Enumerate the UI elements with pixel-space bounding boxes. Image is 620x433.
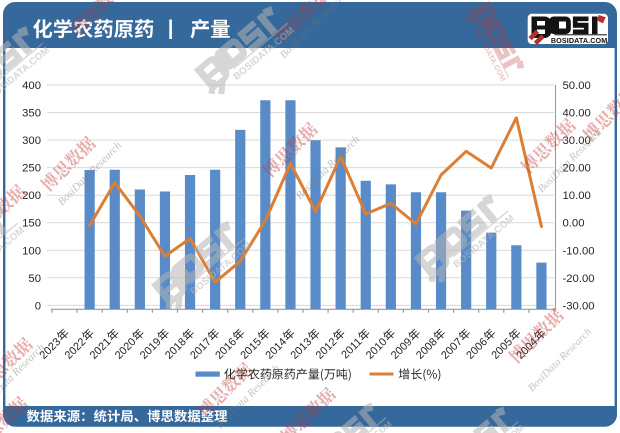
- svg-text:400: 400: [22, 80, 41, 92]
- svg-text:150: 150: [22, 218, 41, 230]
- svg-text:0.00: 0.00: [563, 218, 585, 230]
- svg-text:-10.00: -10.00: [563, 245, 595, 257]
- svg-text:250: 250: [22, 163, 41, 175]
- svg-text:30.00: 30.00: [563, 135, 591, 147]
- svg-text:-30.00: -30.00: [563, 300, 595, 312]
- svg-text:350: 350: [22, 108, 41, 120]
- svg-text:100: 100: [22, 245, 41, 257]
- svg-text:200: 200: [22, 190, 41, 202]
- svg-text:50.00: 50.00: [563, 80, 591, 92]
- svg-text:40.00: 40.00: [563, 108, 591, 120]
- svg-text:300: 300: [22, 135, 41, 147]
- svg-text:BOSIDATA.COM: BOSIDATA.COM: [551, 36, 607, 45]
- svg-text:50: 50: [28, 273, 41, 285]
- svg-text:0: 0: [35, 300, 41, 312]
- svg-text:20.00: 20.00: [563, 163, 591, 175]
- svg-text:-20.00: -20.00: [563, 273, 595, 285]
- svg-text:10.00: 10.00: [563, 190, 591, 202]
